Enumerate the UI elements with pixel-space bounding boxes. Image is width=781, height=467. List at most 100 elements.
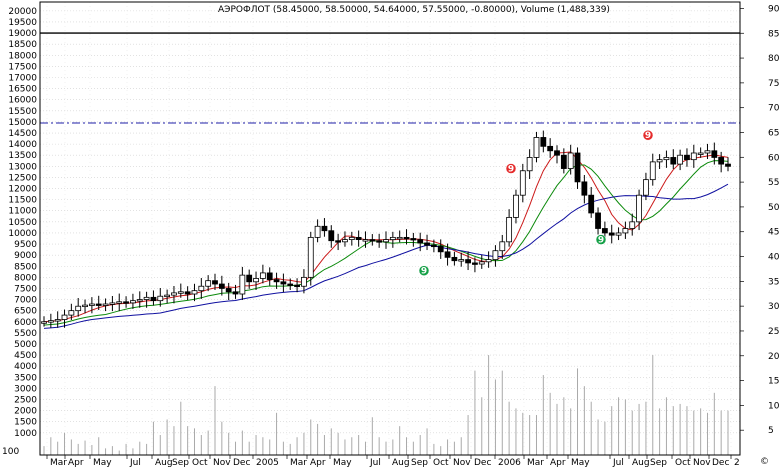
right-axis-label: 15 bbox=[768, 377, 779, 387]
candle-body bbox=[656, 159, 663, 163]
x-axis-label: Aug bbox=[392, 458, 410, 467]
candle-body bbox=[622, 228, 629, 234]
candle-body bbox=[75, 305, 82, 312]
candle-body bbox=[116, 301, 123, 304]
left-axis-label: 11500 bbox=[8, 196, 37, 206]
signal-markers: 9 9 9 9 bbox=[418, 129, 654, 277]
x-axis-label: Sep bbox=[411, 458, 428, 467]
candle-body bbox=[567, 152, 574, 169]
candle-body bbox=[280, 281, 287, 285]
signal-label: 9 bbox=[508, 165, 514, 175]
left-axis-label: 3500 bbox=[14, 373, 37, 383]
right-axis-label: 5 bbox=[768, 426, 774, 436]
candle-body bbox=[424, 242, 430, 246]
left-axis-label: 17000 bbox=[8, 74, 37, 84]
right-axis-label: 50 bbox=[768, 203, 780, 213]
candle-body bbox=[403, 236, 410, 240]
candle-body bbox=[499, 241, 506, 252]
right-axis-label: 75 bbox=[768, 79, 779, 89]
x-axis-label: Oct bbox=[433, 458, 449, 467]
candle-body bbox=[396, 236, 403, 240]
x-axis-label: Jul bbox=[612, 458, 624, 467]
candle-body bbox=[636, 194, 642, 223]
candle-body bbox=[629, 221, 636, 229]
left-axis-label: 12000 bbox=[8, 185, 37, 195]
x-axis-label: Apr bbox=[550, 458, 566, 467]
signal-label: 9 bbox=[421, 267, 427, 277]
volume-bars bbox=[43, 355, 729, 455]
candle-body bbox=[533, 137, 540, 158]
left-axis-label: 6500 bbox=[14, 307, 37, 317]
left-axis-label: 8000 bbox=[14, 273, 37, 283]
candle-body bbox=[225, 288, 232, 293]
x-axis-label: Mar bbox=[527, 458, 544, 467]
candle-body bbox=[212, 280, 218, 285]
signal-label: 9 bbox=[645, 131, 651, 141]
x-axis-label: May bbox=[571, 458, 590, 467]
left-axis-label: 5000 bbox=[14, 340, 37, 350]
right-axis-label: 60 bbox=[768, 153, 780, 163]
x-axis-label: Oct bbox=[192, 458, 208, 467]
candle-body bbox=[171, 292, 177, 296]
candle-body bbox=[82, 304, 88, 308]
candle-body bbox=[608, 232, 615, 236]
right-axis-label: 10 bbox=[768, 401, 780, 411]
candle-body bbox=[41, 321, 47, 324]
x-axis-label: Dec bbox=[474, 458, 491, 467]
reference-lines bbox=[40, 32, 740, 124]
left-axis-label: 19500 bbox=[8, 18, 37, 28]
left-axis-label: 8500 bbox=[14, 262, 37, 272]
signal-marker bbox=[642, 129, 654, 141]
candle-body bbox=[451, 256, 458, 262]
candle-body bbox=[259, 272, 266, 279]
x-axis-label: Nov bbox=[693, 458, 711, 467]
right-axis-label: 45 bbox=[768, 228, 779, 238]
candle-body bbox=[246, 274, 253, 283]
candle-body bbox=[519, 170, 526, 196]
left-axis-label: 19000 bbox=[8, 29, 37, 39]
right-axis-label: 85 bbox=[768, 29, 779, 39]
candle-body bbox=[348, 236, 355, 241]
candle-body bbox=[307, 236, 314, 278]
buy-signal: 9 bbox=[418, 265, 430, 277]
candle-body bbox=[157, 295, 164, 302]
candle-body bbox=[177, 291, 184, 294]
x-axis-label: May bbox=[333, 458, 352, 467]
candle-body bbox=[123, 301, 129, 304]
candle-body bbox=[342, 239, 348, 243]
candle-body bbox=[697, 152, 704, 155]
x-axis-label: Aug bbox=[632, 458, 650, 467]
left-axis-label: 13500 bbox=[8, 151, 37, 161]
right-axis-label: 25 bbox=[768, 327, 779, 337]
x-axis-label: Dec bbox=[712, 458, 729, 467]
candle-body bbox=[704, 150, 711, 154]
candle-body bbox=[88, 303, 95, 306]
left-axis-label: 4500 bbox=[14, 351, 37, 361]
candle-body bbox=[314, 225, 321, 238]
candle-body bbox=[465, 259, 471, 264]
candle-body bbox=[492, 250, 499, 260]
candle-body bbox=[150, 296, 157, 302]
copyright-icon: © bbox=[760, 457, 769, 467]
candle-body bbox=[389, 236, 396, 241]
left-axis-label: 12500 bbox=[8, 173, 37, 183]
candle-body bbox=[684, 154, 690, 161]
plot-border bbox=[39, 1, 741, 456]
candle-body bbox=[526, 157, 533, 172]
left-axis-label: 9000 bbox=[14, 251, 37, 261]
left-axis-label: 6000 bbox=[14, 318, 37, 328]
x-axis-label: 2 bbox=[734, 458, 740, 467]
left-axis-label: 20000 bbox=[8, 7, 37, 17]
candle-body bbox=[218, 283, 225, 289]
x-axis-label: Nov bbox=[453, 458, 471, 467]
candle-body bbox=[328, 230, 335, 242]
left-axis-label: 4000 bbox=[14, 362, 37, 372]
right-axis-label: 70 bbox=[768, 104, 780, 114]
candle-body bbox=[273, 279, 280, 283]
candle-body bbox=[417, 239, 424, 244]
left-axis-label: 1000 bbox=[14, 429, 37, 439]
candle-body bbox=[581, 181, 588, 196]
candle-body bbox=[649, 161, 656, 181]
left-axis-label: 11000 bbox=[8, 207, 37, 217]
